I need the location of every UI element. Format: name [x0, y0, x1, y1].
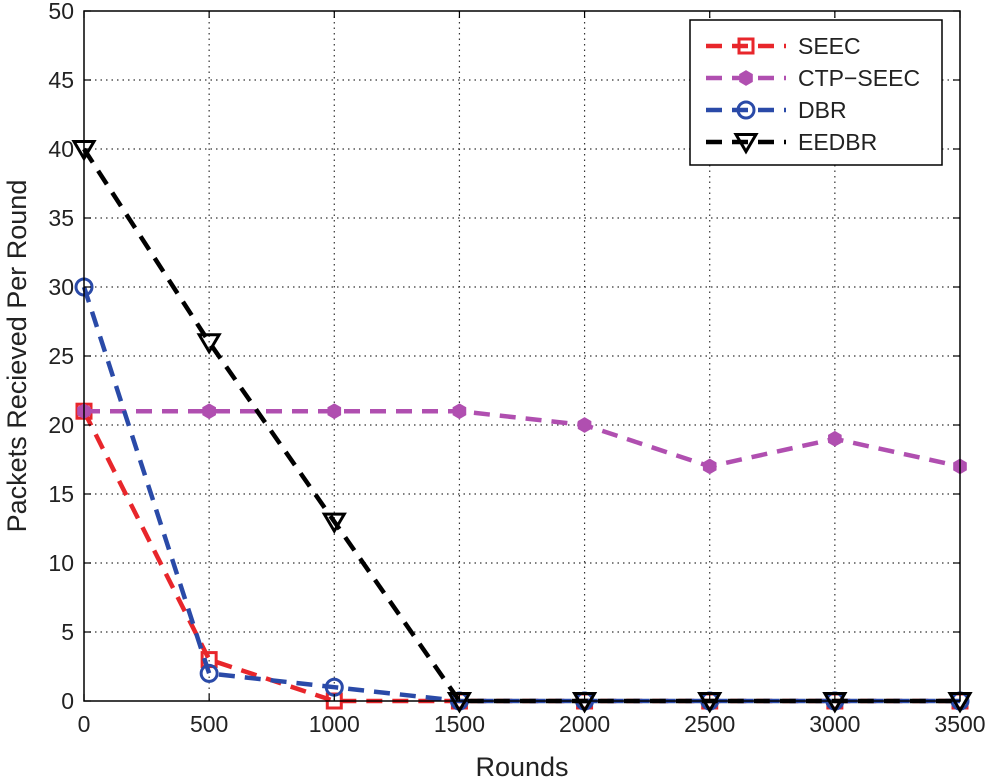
- series-line: [81, 286, 960, 704]
- y-axis-label: Packets Recieved Per Round: [2, 180, 32, 533]
- marker-hexagon: [327, 403, 342, 420]
- marker-hexagon: [577, 417, 592, 433]
- legend: SEEC CTP−SEEC DBR EEDBR: [689, 19, 943, 166]
- marker-hexagon: [739, 70, 753, 86]
- x-tick-label: 3500: [934, 711, 985, 737]
- marker-triangle: [446, 692, 473, 714]
- y-tick-label: 35: [48, 205, 74, 231]
- x-tick-label: 0: [78, 711, 91, 737]
- marker-triangle: [196, 333, 222, 355]
- y-tick-label: 10: [48, 550, 74, 576]
- y-tick-label: 30: [48, 274, 74, 300]
- series-line: [82, 147, 960, 704]
- y-tick-label: 40: [48, 136, 74, 162]
- x-tick-label: 2000: [559, 711, 610, 737]
- x-tick-label: 500: [190, 711, 228, 737]
- x-axis-label: Rounds: [475, 752, 568, 781]
- x-tick-label: 1500: [434, 711, 485, 737]
- marker-hexagon: [202, 403, 216, 420]
- y-tick-label: 15: [48, 481, 74, 507]
- legend-item: CTP−SEEC: [706, 65, 920, 91]
- y-tick-label: 50: [48, 0, 74, 24]
- x-tick-label: 1000: [309, 711, 360, 737]
- marker-circle: [736, 100, 756, 120]
- y-tick-label: 5: [61, 619, 74, 645]
- legend-item: DBR: [706, 97, 847, 123]
- y-tick-label: 0: [61, 688, 74, 714]
- legend-label: EEDBR: [798, 129, 877, 155]
- series-seec: [75, 402, 969, 710]
- marker-hexagon: [828, 430, 842, 447]
- x-tick-label: 3000: [809, 711, 860, 737]
- series-ctp-seec: [77, 403, 967, 475]
- legend-label: SEEC: [798, 33, 861, 59]
- marker-triangle: [733, 133, 759, 155]
- marker-square: [737, 37, 755, 55]
- y-tick-label: 20: [48, 412, 74, 438]
- series-layer: [71, 140, 973, 714]
- marker-hexagon: [702, 458, 717, 475]
- series-dbr: [74, 277, 970, 711]
- axes: 0 500 1000 1500 2000 2500 3000 3500 0 5 10 15 20 25 30…: [48, 0, 985, 737]
- series-eedbr: [71, 140, 973, 714]
- y-tick-label: 45: [48, 67, 74, 93]
- y-tick-label: 25: [48, 343, 74, 369]
- marker-hexagon: [452, 403, 467, 420]
- legend-label: CTP−SEEC: [798, 65, 920, 91]
- legend-item: EEDBR: [706, 129, 877, 155]
- legend-label: DBR: [798, 97, 847, 123]
- x-tick-label: 2500: [684, 711, 735, 737]
- marker-circle: [199, 663, 219, 683]
- marker-triangle: [321, 512, 347, 535]
- series-line: [84, 408, 961, 469]
- marker-triangle: [822, 692, 848, 714]
- marker-triangle: [697, 692, 723, 714]
- marker-triangle: [571, 692, 598, 714]
- legend-item: SEEC: [706, 33, 861, 59]
